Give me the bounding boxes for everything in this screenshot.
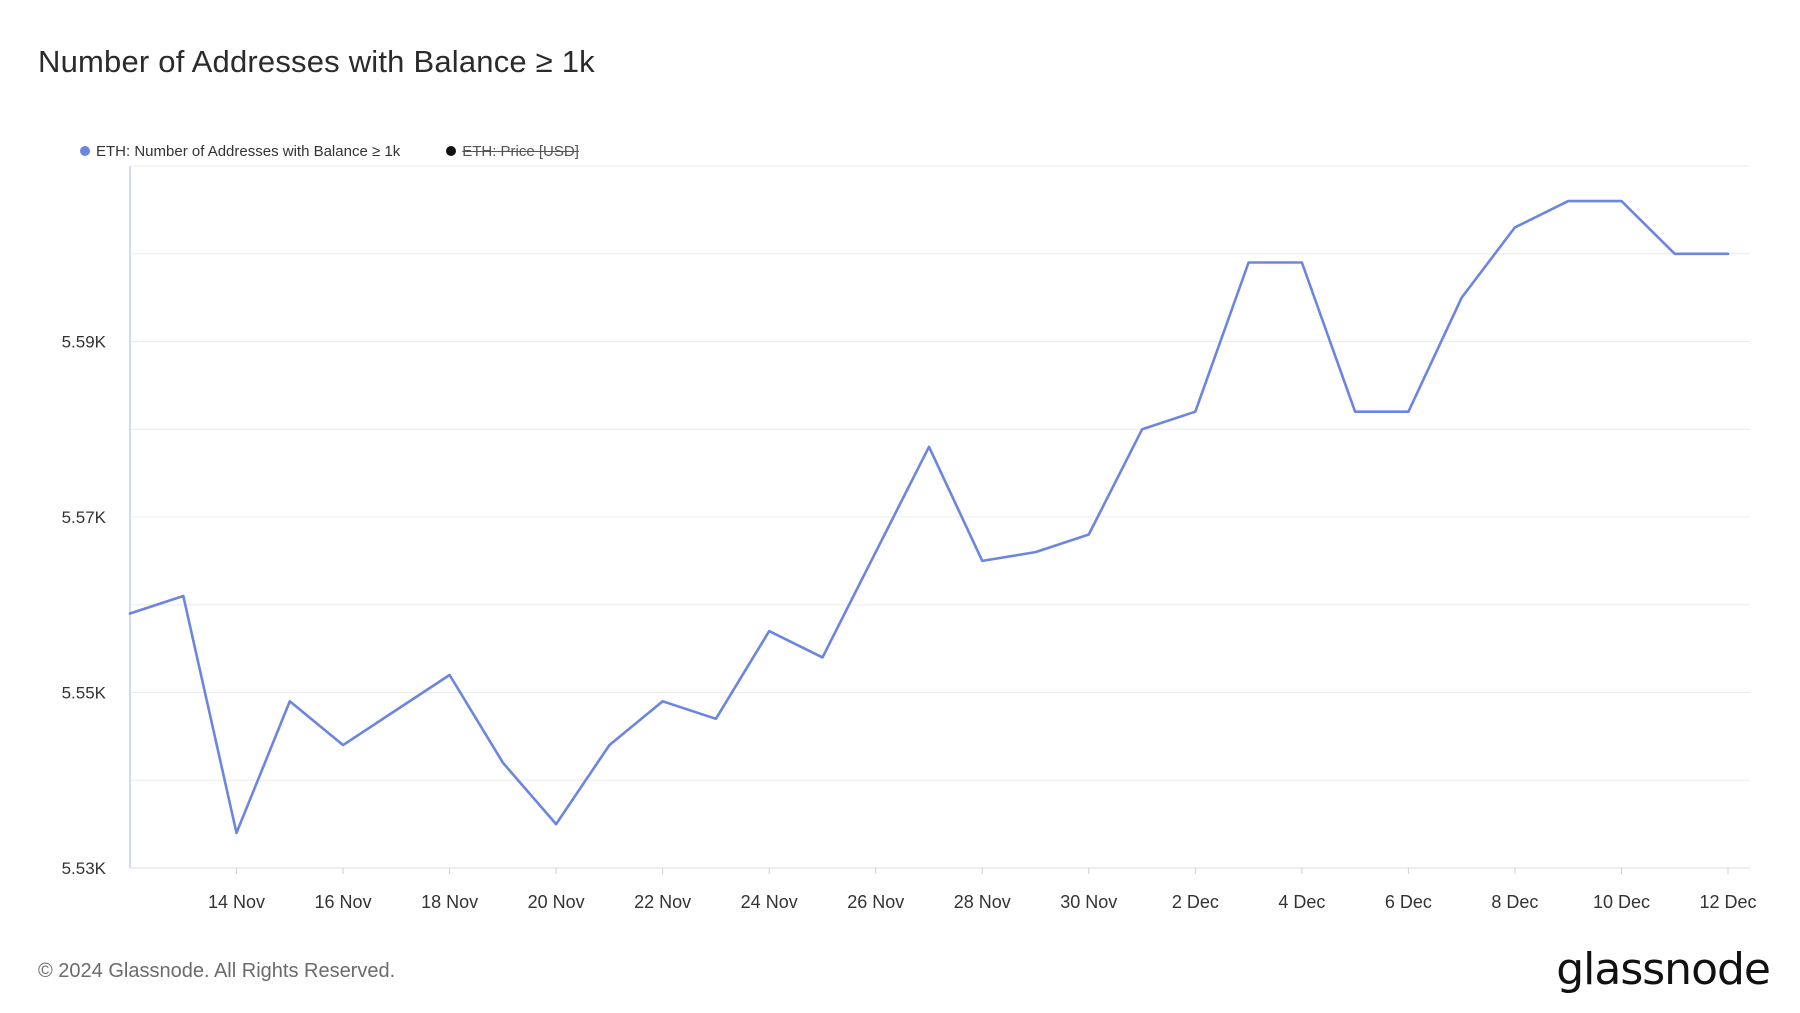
x-tick-label: 20 Nov (528, 892, 585, 912)
x-tick-label: 24 Nov (741, 892, 798, 912)
legend-item-addresses[interactable]: ETH: Number of Addresses with Balance ≥ … (80, 143, 400, 160)
x-tick-label: 22 Nov (634, 892, 691, 912)
x-tick-label: 6 Dec (1385, 892, 1432, 912)
x-tick-label: 10 Dec (1593, 892, 1650, 912)
x-tick-label: 28 Nov (954, 892, 1011, 912)
y-tick-label: 5.59K (62, 333, 107, 352)
legend: ETH: Number of Addresses with Balance ≥ … (80, 140, 625, 162)
copyright-text: © 2024 Glassnode. All Rights Reserved. (38, 960, 396, 982)
x-tick-label: 18 Nov (421, 892, 478, 912)
x-tick-label: 12 Dec (1699, 892, 1756, 912)
legend-dot-addresses (80, 146, 90, 156)
x-tick-label: 2 Dec (1172, 892, 1219, 912)
legend-item-price[interactable]: ETH: Price [USD] (446, 143, 579, 160)
x-tick-label: 14 Nov (208, 892, 265, 912)
x-tick-label: 16 Nov (315, 892, 372, 912)
x-tick-label: 30 Nov (1060, 892, 1117, 912)
legend-dot-price (446, 146, 457, 156)
y-tick-label: 5.55K (62, 684, 107, 703)
y-tick-label: 5.53K (62, 859, 107, 878)
x-tick-label: 4 Dec (1278, 892, 1325, 912)
y-tick-label: 5.57K (62, 508, 107, 527)
glassnode-logo: glassnode (1556, 944, 1771, 995)
x-tick-label: 8 Dec (1491, 892, 1538, 912)
legend-label-price: ETH: Price [USD] (462, 142, 579, 160)
legend-label-addresses: ETH: Number of Addresses with Balance ≥ … (96, 142, 401, 160)
chart-title: Number of Addresses with Balance ≥ 1k (38, 44, 595, 79)
x-tick-label: 26 Nov (847, 892, 904, 912)
